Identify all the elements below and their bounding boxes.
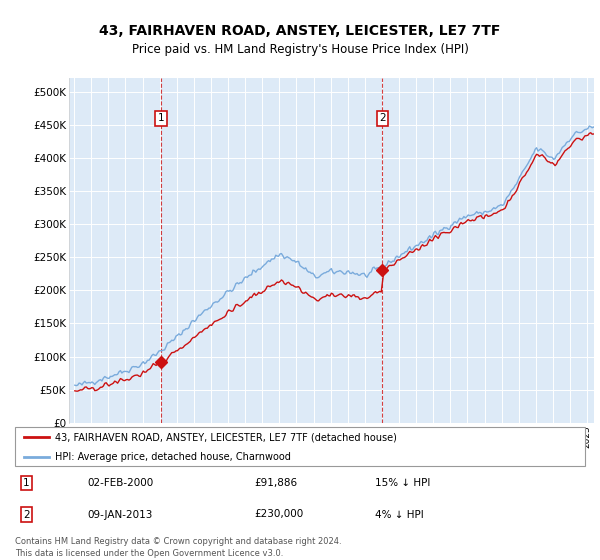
Text: £91,886: £91,886 <box>254 478 297 488</box>
Text: 4% ↓ HPI: 4% ↓ HPI <box>375 510 424 520</box>
Text: 43, FAIRHAVEN ROAD, ANSTEY, LEICESTER, LE7 7TF (detached house): 43, FAIRHAVEN ROAD, ANSTEY, LEICESTER, L… <box>55 432 397 442</box>
Text: 09-JAN-2013: 09-JAN-2013 <box>87 510 152 520</box>
Text: 2: 2 <box>379 113 386 123</box>
Text: 15% ↓ HPI: 15% ↓ HPI <box>375 478 430 488</box>
Text: 43, FAIRHAVEN ROAD, ANSTEY, LEICESTER, LE7 7TF: 43, FAIRHAVEN ROAD, ANSTEY, LEICESTER, L… <box>100 24 500 38</box>
FancyBboxPatch shape <box>15 427 585 466</box>
Text: 02-FEB-2000: 02-FEB-2000 <box>87 478 153 488</box>
Text: 1: 1 <box>23 478 30 488</box>
Text: Contains HM Land Registry data © Crown copyright and database right 2024.: Contains HM Land Registry data © Crown c… <box>15 537 341 546</box>
Text: 2: 2 <box>23 510 30 520</box>
Text: 1: 1 <box>158 113 164 123</box>
Text: Price paid vs. HM Land Registry's House Price Index (HPI): Price paid vs. HM Land Registry's House … <box>131 43 469 56</box>
Text: HPI: Average price, detached house, Charnwood: HPI: Average price, detached house, Char… <box>55 452 291 462</box>
Text: This data is licensed under the Open Government Licence v3.0.: This data is licensed under the Open Gov… <box>15 549 283 558</box>
Text: £230,000: £230,000 <box>254 510 303 520</box>
